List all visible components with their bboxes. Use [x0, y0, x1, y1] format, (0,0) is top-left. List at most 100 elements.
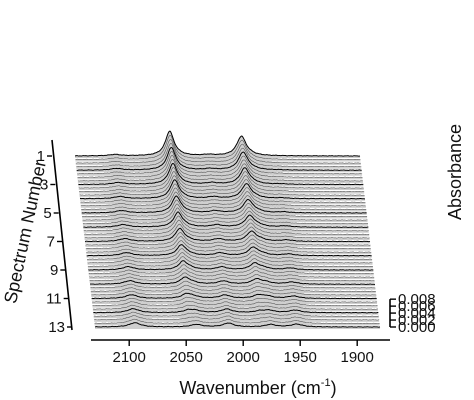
trace-fill: [94, 315, 380, 322]
spectrum-line: [91, 292, 377, 300]
interpolated-line: [94, 318, 380, 324]
interpolated-line: [78, 167, 364, 189]
trace-fill: [77, 159, 363, 183]
x-tick-label: 2100: [113, 349, 146, 366]
x-axis-title: Wavenumber (cm-1): [179, 377, 336, 398]
interpolated-line: [92, 300, 378, 307]
interpolated-line: [80, 187, 366, 207]
trace-fill: [87, 248, 373, 262]
spectrum-line: [76, 146, 362, 171]
trace-fill: [87, 252, 373, 265]
x-tick-label: 1950: [284, 349, 317, 366]
trace-fill: [77, 155, 363, 180]
z-tick-label: 7: [47, 234, 55, 251]
y-tick-label: 0.002: [398, 312, 436, 329]
interpolated-line: [82, 199, 368, 218]
interpolated-line: [77, 159, 363, 182]
z-tick-label: 13: [48, 319, 65, 336]
x-axis-title-close: ): [331, 378, 337, 398]
spectrum-line: [83, 211, 369, 228]
x-tick-label: 2000: [227, 349, 260, 366]
axis-ticks: [47, 155, 396, 346]
spectrum-line: [86, 244, 372, 257]
trace-fill: [90, 281, 376, 290]
trace-fill: [84, 224, 370, 240]
trace-fill: [93, 312, 379, 319]
trace-fill: [91, 289, 377, 297]
x-axis-title-main: Wavenumber (cm: [179, 378, 320, 398]
z-tick-label: 5: [43, 205, 51, 222]
interpolated-line: [94, 315, 380, 321]
z-tick-label: 3: [40, 177, 48, 194]
interpolated-line: [87, 252, 373, 264]
interpolated-line: [75, 134, 361, 161]
spectrum-line: [81, 195, 367, 214]
spectrum-line: [84, 227, 371, 243]
interpolated-line: [87, 248, 373, 260]
interpolated-line: [89, 268, 375, 278]
interpolated-line: [82, 203, 368, 221]
spectrum-line: [78, 162, 364, 186]
spectrum-line: [88, 260, 374, 271]
trace-fill: [79, 171, 365, 194]
interpolated-line: [79, 171, 365, 193]
interpolated-line: [83, 215, 369, 232]
trace-fill: [91, 293, 377, 301]
y-tick-label: 0.006: [398, 298, 436, 315]
interpolated-line: [93, 311, 379, 317]
interpolated-line: [86, 240, 372, 253]
spectrum-line: [89, 276, 376, 285]
trace-fill: [86, 244, 372, 258]
x-tick-label: 1900: [341, 349, 374, 366]
interpolated-line: [87, 256, 373, 267]
interpolated-line: [77, 155, 363, 178]
y-tick-label: 0.008: [398, 291, 436, 308]
interpolated-line: [79, 175, 365, 196]
trace-fill: [85, 232, 371, 248]
z-tick-label: 11: [46, 291, 62, 308]
interpolated-line: [85, 236, 371, 250]
y-tick-label: 0.000: [398, 319, 436, 336]
interpolated-line: [88, 264, 374, 275]
interpolated-line: [84, 219, 370, 235]
interpolated-line: [77, 151, 363, 175]
interpolated-line: [82, 207, 368, 225]
trace-fill: [78, 167, 364, 191]
spectrum-line: [79, 179, 366, 200]
interpolated-line: [89, 272, 375, 282]
spectrum-line: [74, 130, 361, 157]
trace-fill: [85, 228, 370, 244]
trace-fill: [92, 297, 378, 305]
interpolated-line: [81, 191, 367, 210]
trace-fill: [90, 285, 376, 294]
trace-fill: [84, 220, 370, 237]
y-tick-label: 0.004: [398, 305, 436, 322]
interpolated-line: [75, 139, 361, 164]
spectra-traces: [74, 130, 381, 329]
trace-fill: [87, 256, 373, 269]
interpolated-line: [92, 296, 378, 303]
interpolated-line: [85, 232, 371, 246]
spectrum-line: [94, 322, 381, 328]
y-axis-title: Absorbance: [445, 124, 465, 220]
trace-fill: [83, 215, 369, 233]
trace-fill: [92, 305, 378, 312]
trace-fill: [86, 240, 372, 255]
trace-fill: [85, 236, 371, 251]
interpolated-line: [76, 143, 362, 168]
x-tick-label: 2050: [170, 349, 203, 366]
interpolated-line: [80, 183, 366, 203]
interpolated-line: [90, 284, 376, 292]
interpolated-line: [91, 288, 377, 296]
z-tick-label: 1: [37, 148, 45, 165]
interpolated-line: [84, 223, 370, 239]
spectrum-line: [93, 308, 379, 314]
z-tick-label: 9: [50, 262, 58, 279]
interpolated-line: [90, 280, 376, 289]
x-axis-title-unit-sup: -1: [321, 377, 331, 389]
interpolated-line: [92, 304, 378, 310]
z-axis-title: Spectrum Number: [0, 158, 50, 305]
